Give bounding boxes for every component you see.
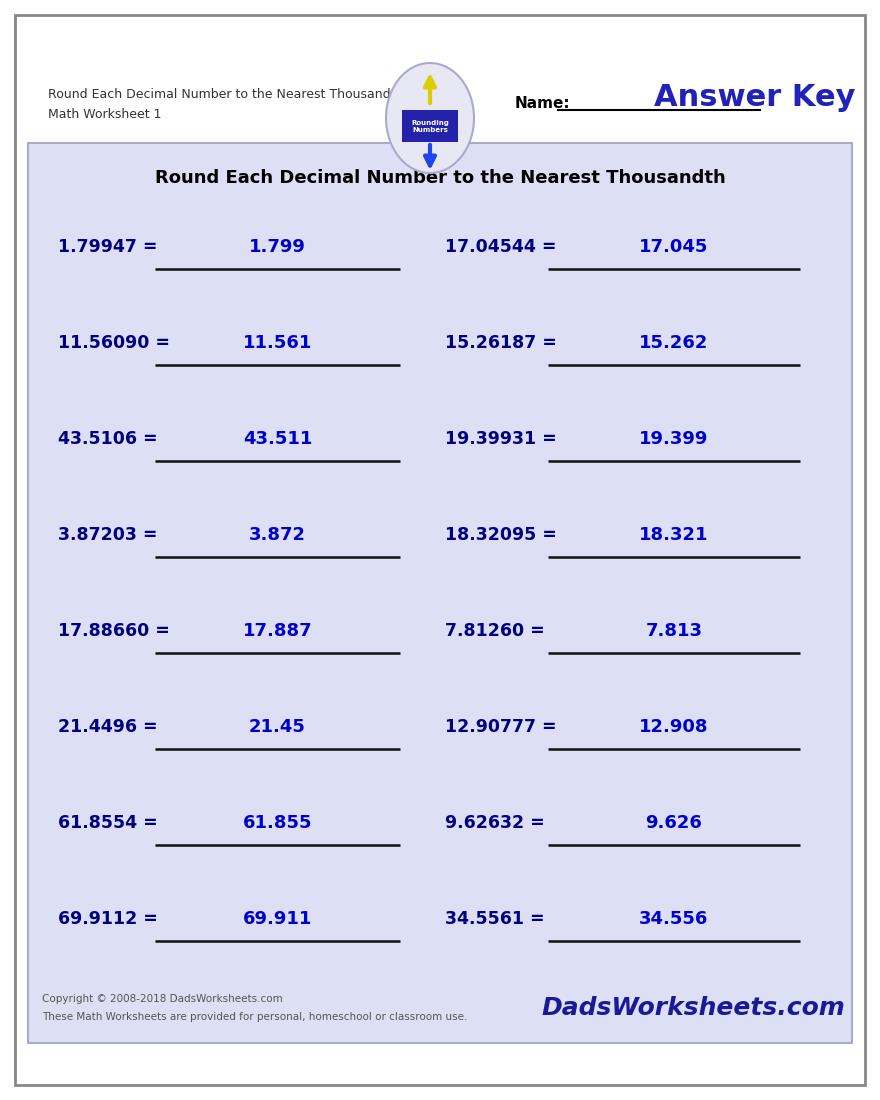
Text: 19.399: 19.399 [639, 430, 708, 448]
Text: 17.045: 17.045 [639, 238, 708, 256]
Text: 69.9112 =: 69.9112 = [58, 910, 158, 928]
Text: 11.56090 =: 11.56090 = [58, 334, 170, 352]
Text: 3.87203 =: 3.87203 = [58, 526, 158, 544]
Text: 34.5561 =: 34.5561 = [445, 910, 545, 928]
FancyBboxPatch shape [402, 110, 458, 142]
Text: 43.5106 =: 43.5106 = [58, 430, 158, 448]
Text: 69.911: 69.911 [243, 910, 312, 928]
Text: Rounding
Numbers: Rounding Numbers [411, 120, 449, 132]
Text: 7.813: 7.813 [646, 621, 702, 640]
Text: 19.39931 =: 19.39931 = [445, 430, 557, 448]
Text: 15.262: 15.262 [639, 334, 708, 352]
Text: 12.908: 12.908 [639, 718, 708, 736]
Text: 9.626: 9.626 [646, 814, 702, 832]
Text: Round Each Decimal Number to the Nearest Thousandth: Round Each Decimal Number to the Nearest… [48, 88, 403, 101]
Text: 17.04544 =: 17.04544 = [445, 238, 556, 256]
Text: 15.26187 =: 15.26187 = [445, 334, 557, 352]
Text: Answer Key: Answer Key [654, 84, 855, 112]
Text: These Math Worksheets are provided for personal, homeschool or classroom use.: These Math Worksheets are provided for p… [42, 1012, 467, 1022]
Text: DadsWorksheets.com: DadsWorksheets.com [541, 996, 845, 1020]
FancyBboxPatch shape [28, 143, 852, 1043]
Text: 34.556: 34.556 [639, 910, 708, 928]
Text: 1.79947 =: 1.79947 = [58, 238, 158, 256]
FancyBboxPatch shape [15, 15, 865, 1085]
Text: 21.45: 21.45 [249, 718, 306, 736]
Text: 61.8554 =: 61.8554 = [58, 814, 158, 832]
Text: Round Each Decimal Number to the Nearest Thousandth: Round Each Decimal Number to the Nearest… [155, 169, 725, 187]
Text: 61.855: 61.855 [243, 814, 312, 832]
Text: 1.799: 1.799 [249, 238, 306, 256]
Text: 18.321: 18.321 [639, 526, 708, 544]
Text: 18.32095 =: 18.32095 = [445, 526, 557, 544]
Text: Math Worksheet 1: Math Worksheet 1 [48, 109, 162, 121]
Text: 17.887: 17.887 [243, 621, 312, 640]
Text: 12.90777 =: 12.90777 = [445, 718, 557, 736]
Text: 17.88660 =: 17.88660 = [58, 621, 170, 640]
Text: 9.62632 =: 9.62632 = [445, 814, 545, 832]
Text: 21.4496 =: 21.4496 = [58, 718, 158, 736]
Text: 7.81260 =: 7.81260 = [445, 621, 545, 640]
Text: Copyright © 2008-2018 DadsWorksheets.com: Copyright © 2008-2018 DadsWorksheets.com [42, 994, 282, 1004]
Text: 3.872: 3.872 [249, 526, 306, 544]
Text: Name:: Name: [515, 96, 570, 110]
Text: 11.561: 11.561 [243, 334, 312, 352]
Ellipse shape [386, 63, 474, 173]
Text: 43.511: 43.511 [243, 430, 312, 448]
